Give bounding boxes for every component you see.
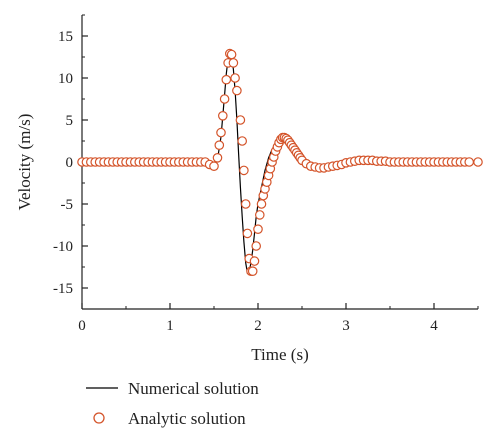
analytic-data-point — [464, 157, 474, 167]
y-tick-label: -10 — [53, 239, 73, 255]
analytic-data-point — [473, 157, 483, 167]
analytic-data-point — [226, 49, 237, 60]
analytic-data-point — [254, 210, 265, 220]
analytic-data-point — [228, 58, 239, 68]
x-tick-label: 0 — [78, 318, 86, 334]
analytic-data-point — [216, 127, 226, 138]
x-tick-label: 2 — [254, 318, 262, 334]
x-tick-label: 1 — [166, 318, 174, 334]
legend-label-numerical: Numerical solution — [128, 379, 259, 398]
y-tick-label: 15 — [58, 29, 73, 45]
y-tick-label: -15 — [53, 281, 73, 297]
analytic-data-point — [221, 74, 232, 85]
plot-area: 0 1 2 3 4 15 10 5 0 -5 -10 -15 — [53, 14, 483, 334]
analytic-data-point — [256, 199, 267, 209]
y-tick-label: -5 — [61, 197, 74, 213]
y-axis-title: Velocity (m/s) — [15, 114, 34, 211]
x-ticks: 0 1 2 3 4 — [78, 303, 479, 334]
y-tick-label: 0 — [66, 155, 74, 171]
legend-marker-swatch — [93, 412, 105, 424]
x-tick-label: 3 — [342, 318, 350, 334]
analytic-data-point — [230, 73, 240, 83]
analytic-data-point — [209, 161, 219, 171]
analytic-data-point — [237, 136, 247, 146]
analytic-data-point — [219, 94, 230, 104]
analytic-data-point — [239, 165, 249, 176]
y-ticks: 15 10 5 0 -5 -10 -15 — [53, 14, 88, 310]
analytic-data-point — [242, 228, 253, 239]
analytic-data-point — [240, 199, 251, 209]
analytic-data-point — [232, 85, 242, 96]
x-tick-label: 4 — [430, 318, 438, 334]
y-tick-label: 10 — [58, 71, 73, 87]
analytic-data-point — [253, 224, 263, 234]
analytic-data-point — [247, 266, 258, 276]
analytic-data-point — [212, 153, 223, 163]
analytic-data-point — [235, 115, 246, 125]
analytic-solution-series — [77, 48, 483, 276]
analytic-data-point — [218, 111, 228, 121]
legend: Numerical solution Analytic solution — [86, 379, 259, 428]
y-tick-label: 5 — [66, 113, 74, 129]
analytic-data-point — [251, 241, 262, 251]
legend-label-analytic: Analytic solution — [128, 409, 246, 428]
x-axis-title: Time (s) — [251, 345, 308, 364]
analytic-data-point — [214, 140, 225, 150]
analytic-data-point — [249, 256, 260, 266]
